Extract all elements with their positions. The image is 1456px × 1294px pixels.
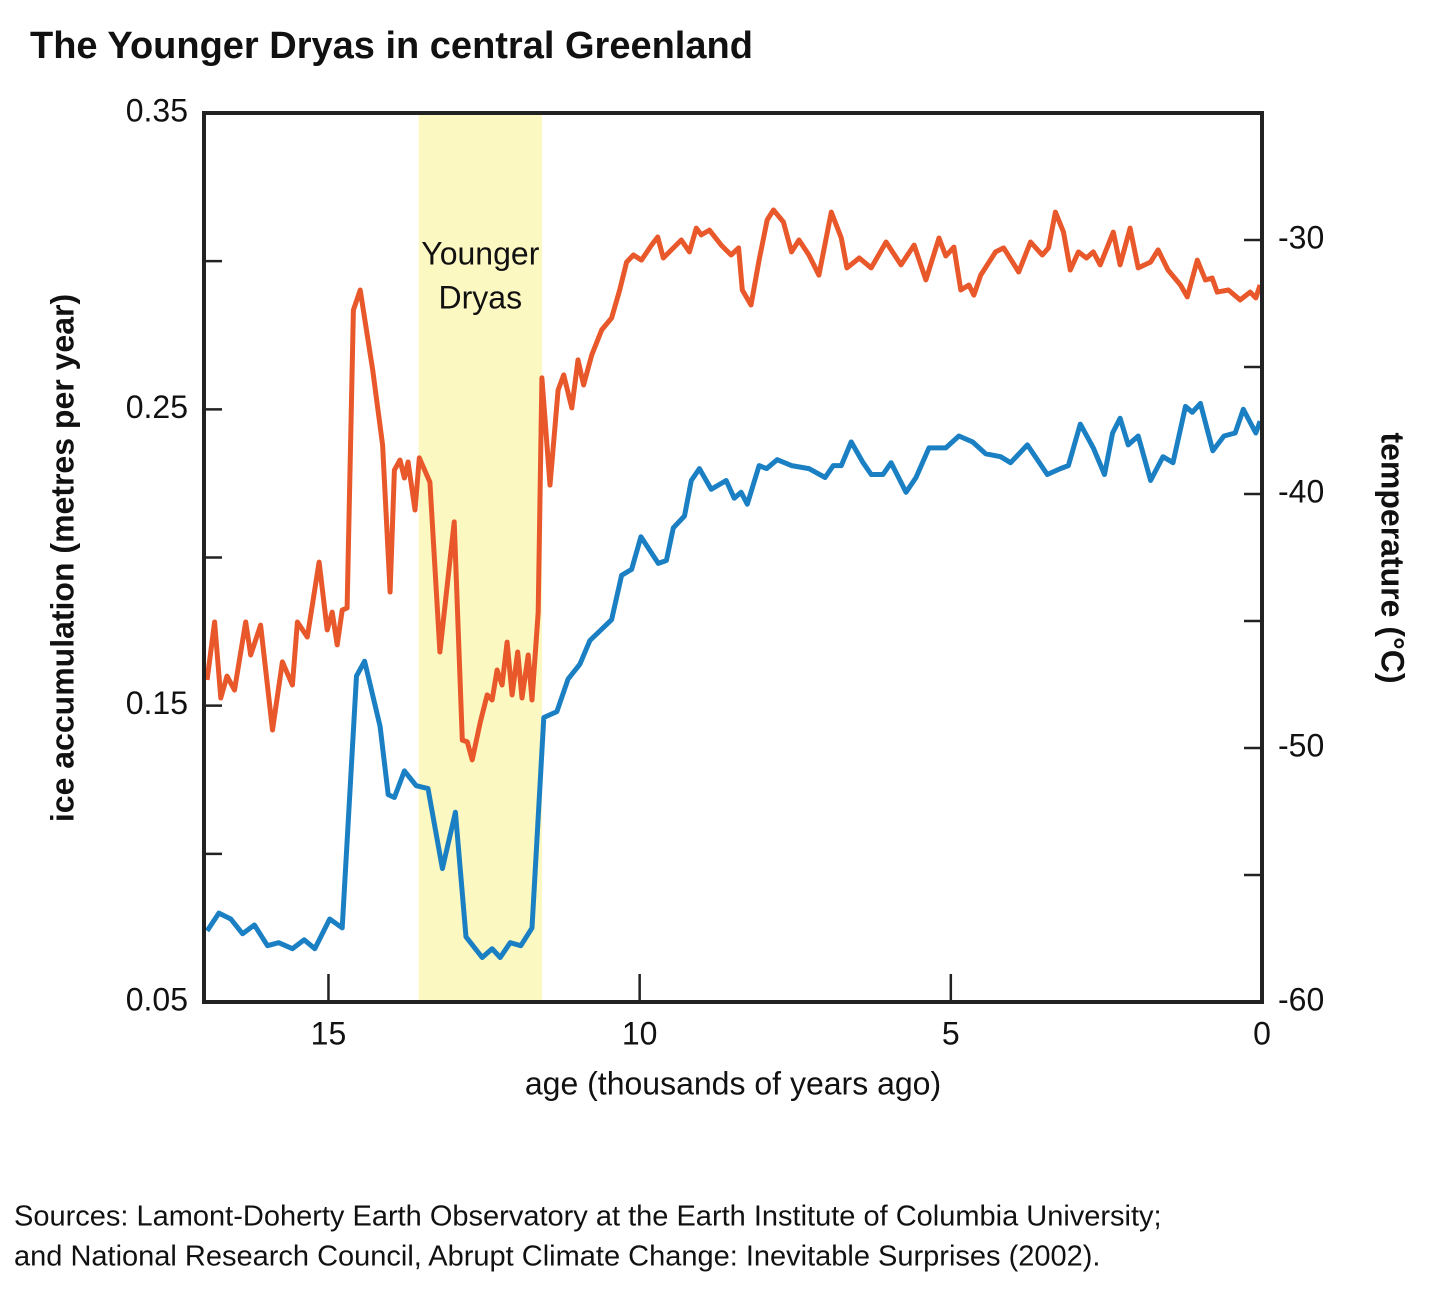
y-axis-label: ice accumulation (metres per year) xyxy=(44,294,80,822)
y2-tick-label: -30 xyxy=(1278,219,1324,255)
x-tick-label: 15 xyxy=(311,1015,347,1051)
y2-tick-label: -40 xyxy=(1278,473,1324,509)
y-tick-label: 0.15 xyxy=(126,685,188,721)
y-tick-label: 0.25 xyxy=(126,389,188,425)
x-tick-label: 5 xyxy=(942,1015,960,1051)
y2-tick-label: -60 xyxy=(1278,981,1324,1017)
highlight-label: Dryas xyxy=(439,279,523,315)
y-tick-label: 0.05 xyxy=(126,981,188,1017)
x-tick-label: 10 xyxy=(622,1015,658,1051)
plot-frame xyxy=(202,111,1264,1004)
source-note: and National Research Council, Abrupt Cl… xyxy=(14,1241,1100,1273)
data-line xyxy=(204,207,1263,763)
x-tick-label: 0 xyxy=(1253,1015,1271,1051)
x-axis-label: age (thousands of years ago) xyxy=(525,1065,941,1101)
y2-axis-label: temperature (°C) xyxy=(1375,432,1411,683)
y2-tick-label: -50 xyxy=(1278,727,1324,763)
y-tick-label: 0.35 xyxy=(126,92,188,128)
data-line xyxy=(205,400,1263,960)
source-note: Sources: Lamont-Doherty Earth Observator… xyxy=(14,1201,1162,1233)
chart-title: The Younger Dryas in central Greenland xyxy=(30,25,753,67)
highlight-label: Younger xyxy=(421,235,539,271)
